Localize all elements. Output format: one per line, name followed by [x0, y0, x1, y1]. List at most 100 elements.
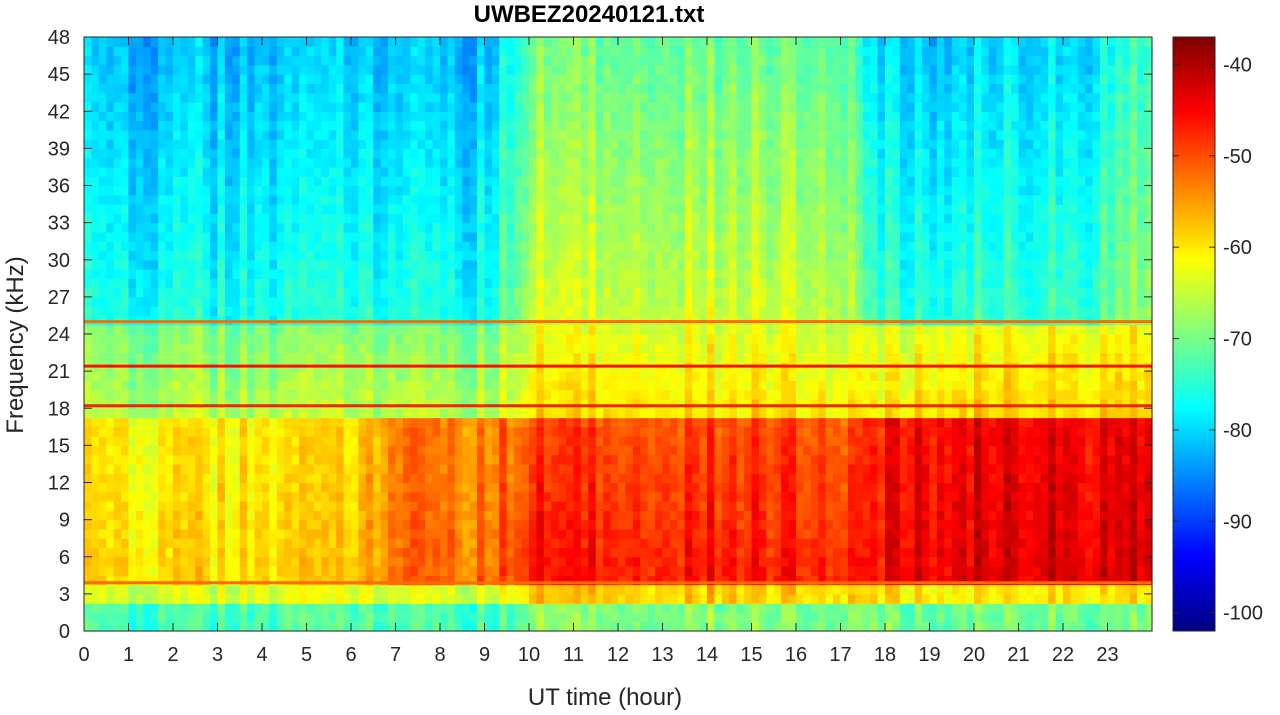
- heatmap-cell: [291, 296, 300, 307]
- heatmap-cell: [165, 334, 174, 344]
- heatmap-cell: [128, 593, 137, 604]
- heatmap-cell: [484, 64, 493, 75]
- heatmap-cell: [640, 473, 649, 484]
- heatmap-cell: [625, 213, 634, 224]
- heatmap-cell: [239, 398, 248, 409]
- heatmap-cell: [603, 501, 612, 511]
- heatmap-cell: [477, 612, 486, 623]
- heatmap-cell: [610, 473, 619, 484]
- heatmap-cell: [210, 231, 219, 242]
- heatmap-cell: [410, 417, 419, 428]
- heatmap-cell: [358, 371, 367, 382]
- heatmap-cell: [276, 213, 285, 224]
- heatmap-cell: [484, 593, 493, 604]
- heatmap-cell: [491, 129, 500, 140]
- heatmap-cell: [262, 603, 271, 614]
- heatmap-cell: [217, 157, 226, 168]
- heatmap-cell: [313, 64, 322, 75]
- heatmap-cell: [239, 575, 248, 586]
- heatmap-cell: [632, 621, 641, 632]
- heatmap-cell: [210, 510, 219, 521]
- heatmap-cell: [291, 241, 300, 252]
- heatmap-cell: [580, 371, 589, 382]
- heatmap-cell: [432, 417, 441, 428]
- heatmap-cell: [610, 83, 619, 94]
- heatmap-cell: [529, 287, 538, 298]
- heatmap-cell: [640, 296, 649, 307]
- heatmap-cell: [551, 501, 560, 511]
- heatmap-cell: [84, 157, 93, 168]
- heatmap-cell: [210, 213, 219, 224]
- heatmap-cell: [655, 213, 664, 224]
- heatmap-cell: [440, 380, 449, 391]
- heatmap-cell: [269, 408, 278, 419]
- heatmap-cell: [343, 482, 352, 493]
- heatmap-cell: [306, 566, 315, 576]
- heatmap-cell: [180, 74, 189, 85]
- heatmap-cell: [477, 343, 486, 354]
- heatmap-cell: [640, 389, 649, 400]
- heatmap-cell: [195, 194, 204, 205]
- heatmap-cell: [98, 454, 107, 465]
- heatmap-cell: [610, 194, 619, 205]
- heatmap-cell: [588, 306, 597, 317]
- heatmap-cell: [440, 510, 449, 521]
- heatmap-cell: [566, 398, 575, 409]
- heatmap-cell: [210, 111, 219, 122]
- heatmap-cell: [573, 380, 582, 391]
- heatmap-cell: [195, 241, 204, 252]
- heatmap-cell: [484, 603, 493, 614]
- heatmap-cell: [232, 352, 241, 363]
- heatmap-cell: [640, 426, 649, 437]
- heatmap-cell: [328, 92, 337, 103]
- heatmap-cell: [351, 278, 360, 289]
- heatmap-cell: [351, 603, 360, 614]
- heatmap-cell: [262, 454, 271, 465]
- heatmap-cell: [254, 306, 263, 317]
- heatmap-cell: [113, 92, 122, 103]
- heatmap-cell: [588, 278, 597, 289]
- heatmap-cell: [284, 501, 293, 511]
- heatmap-cell: [284, 92, 293, 103]
- heatmap-cell: [135, 101, 144, 112]
- heatmap-cell: [299, 519, 308, 530]
- heatmap-cell: [262, 148, 271, 159]
- heatmap-cell: [143, 343, 152, 354]
- heatmap-cell: [558, 222, 567, 233]
- heatmap-cell: [410, 166, 419, 177]
- heatmap-cell: [603, 371, 612, 382]
- heatmap-cell: [202, 111, 211, 122]
- heatmap-cell: [276, 436, 285, 446]
- heatmap-cell: [121, 120, 130, 131]
- heatmap-cell: [417, 259, 426, 270]
- heatmap-cell: [299, 389, 308, 400]
- heatmap-cell: [580, 334, 589, 344]
- heatmap-cell: [351, 250, 360, 261]
- heatmap-cell: [462, 389, 471, 400]
- heatmap-cell: [469, 538, 478, 549]
- heatmap-cell: [425, 64, 434, 75]
- heatmap-cell: [632, 74, 641, 85]
- heatmap-cell: [618, 64, 627, 75]
- heatmap-cell: [343, 111, 352, 122]
- heatmap-cell: [276, 538, 285, 549]
- heatmap-cell: [358, 380, 367, 391]
- heatmap-cell: [232, 55, 241, 66]
- heatmap-cell: [232, 445, 241, 456]
- heatmap-cell: [113, 101, 122, 112]
- heatmap-cell: [514, 334, 523, 344]
- heatmap-cell: [499, 269, 508, 279]
- heatmap-cell: [143, 129, 152, 140]
- heatmap-cell: [202, 556, 211, 567]
- heatmap-cell: [395, 74, 404, 85]
- heatmap-cell: [380, 389, 389, 400]
- heatmap-cell: [336, 269, 345, 279]
- heatmap-cell: [291, 148, 300, 159]
- heatmap-cell: [529, 547, 538, 558]
- heatmap-cell: [84, 408, 93, 419]
- heatmap-cell: [610, 176, 619, 187]
- heatmap-cell: [514, 352, 523, 363]
- heatmap-cell: [106, 426, 115, 437]
- heatmap-cell: [425, 473, 434, 484]
- heatmap-cell: [417, 287, 426, 298]
